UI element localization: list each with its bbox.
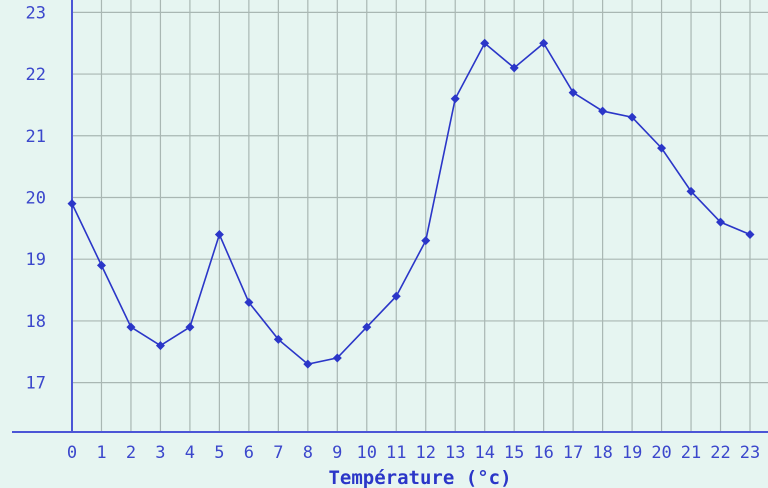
series [67,38,755,369]
x-tick-label: 1 [96,443,106,463]
data-point [126,322,136,332]
data-point [716,217,726,227]
x-tick-label: 12 [415,443,435,463]
data-point [67,199,77,209]
x-tick-label: 15 [504,443,524,463]
x-tick-label: 11 [386,443,406,463]
data-point [539,38,549,48]
axes [12,0,768,433]
data-point [745,230,755,240]
data-point [480,38,490,48]
x-tick-label: 22 [710,443,730,463]
y-tick-label: 20 [26,188,46,208]
x-axis-label: Température (°c) [328,467,511,488]
x-tick-label: 18 [592,443,612,463]
x-tick-label: 2 [126,443,136,463]
x-tick-label: 20 [651,443,671,463]
x-tick-label: 10 [357,443,377,463]
data-point [214,230,224,240]
y-tick-label: 22 [26,65,46,85]
y-tick-label: 18 [26,312,46,332]
data-point [627,112,637,122]
x-tick-label: 13 [445,443,465,463]
y-tick-label: 17 [26,374,46,394]
x-tick-label: 7 [273,443,283,463]
x-tick-label: 23 [740,443,760,463]
data-point [96,260,106,270]
x-tick-label: 16 [533,443,553,463]
x-tick-label: 0 [67,443,77,463]
data-point [421,236,431,246]
data-point [686,186,696,196]
y-tick-label: 19 [26,250,46,270]
x-tick-label: 8 [303,443,313,463]
data-point [598,106,608,116]
data-point [391,291,401,301]
x-tick-label: 3 [155,443,165,463]
data-point [568,88,578,98]
data-point [362,322,372,332]
data-point [450,94,460,104]
y-tick-label: 23 [26,3,46,23]
x-tick-label: 21 [681,443,701,463]
x-tick-label: 17 [563,443,583,463]
data-point [657,143,667,153]
tick-labels: 0 1 2 3 4 5 6 7 8 9 10 11 12 13 14 15 16 17 18 19 20 21 22 2317… [26,3,761,463]
data-point [273,334,283,344]
x-tick-label: 4 [185,443,195,463]
x-tick-label: 5 [214,443,224,463]
data-point [155,341,165,351]
grid [71,0,768,432]
data-point [244,297,254,307]
data-point [509,63,519,73]
y-tick-label: 21 [26,127,46,147]
series-line [71,41,751,365]
x-tick-label: 9 [332,443,342,463]
x-tick-label: 6 [244,443,254,463]
data-point [332,353,342,363]
data-point [185,322,195,332]
x-tick-label: 14 [474,443,494,463]
data-point [303,359,313,369]
x-tick-label: 19 [622,443,642,463]
